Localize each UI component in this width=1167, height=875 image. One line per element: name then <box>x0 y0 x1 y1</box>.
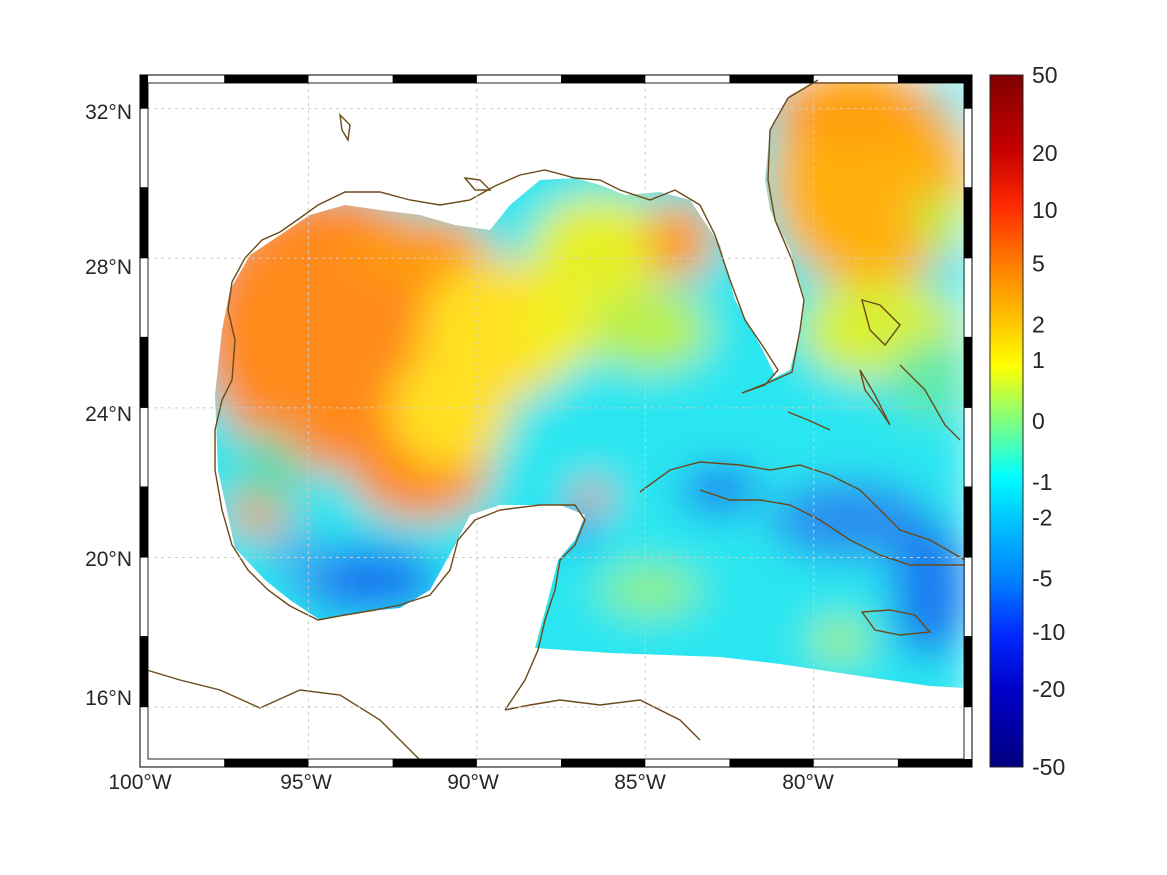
frame-segment <box>964 75 972 109</box>
frame-segment <box>897 75 972 83</box>
frame-segment <box>224 75 309 83</box>
frame-segment <box>964 486 972 558</box>
frame-segment <box>561 75 646 83</box>
lon-label: 95°W <box>280 771 332 794</box>
colorbar-tick-label: 5 <box>1032 250 1045 276</box>
colorbar-tick-label: -10 <box>1032 619 1065 645</box>
frame-segment <box>561 759 646 767</box>
frame-segment <box>392 759 477 767</box>
lat-label: 28°N <box>85 256 132 279</box>
lon-label: 90°W <box>447 771 499 794</box>
frame-segment <box>140 636 148 708</box>
colorbar-tick-label: 0 <box>1032 408 1045 434</box>
frame-segment <box>392 75 477 83</box>
colorbar-tick-label: -20 <box>1032 676 1065 702</box>
frame-segment <box>964 636 972 708</box>
colorbar-gradient <box>989 74 1024 768</box>
frame-segment <box>729 759 814 767</box>
colorbar-tick-label: -1 <box>1032 469 1052 495</box>
y-axis-labels: 32°N 28°N 24°N 20°N 16°N <box>85 101 132 710</box>
colorbar-tick-label: 1 <box>1032 347 1045 373</box>
lon-label: 85°W <box>614 771 666 794</box>
lat-label: 16°N <box>85 687 132 710</box>
colorbar-tick-label: 50 <box>1032 62 1058 88</box>
colorbar-tick-label: -2 <box>1032 505 1052 531</box>
frame-segment <box>964 187 972 259</box>
colorbar-tick-label: 20 <box>1032 140 1058 166</box>
colorbar-tick-label: 10 <box>1032 197 1058 223</box>
colorbar-tick-label: -50 <box>1032 754 1065 780</box>
lat-label: 20°N <box>85 548 132 571</box>
lat-label: 24°N <box>85 403 132 426</box>
lon-label: 100°W <box>108 771 171 794</box>
frame-segment <box>964 336 972 408</box>
frame-segment <box>897 759 972 767</box>
lon-label: 80°W <box>782 771 834 794</box>
colorbar-tick-label: -5 <box>1032 566 1052 592</box>
frame-segment <box>140 336 148 408</box>
frame-segment <box>140 75 148 109</box>
x-axis-labels: 100°W 95°W 90°W 85°W 80°W <box>108 771 834 794</box>
map-frame <box>139 74 973 768</box>
frame-segment <box>729 75 814 83</box>
coastlines <box>139 79 966 761</box>
frame-segment <box>140 486 148 558</box>
colorbar-tick-label: 2 <box>1032 311 1045 337</box>
frame-segment <box>224 759 309 767</box>
lat-label: 32°N <box>85 101 132 124</box>
frame-segment <box>140 187 148 259</box>
